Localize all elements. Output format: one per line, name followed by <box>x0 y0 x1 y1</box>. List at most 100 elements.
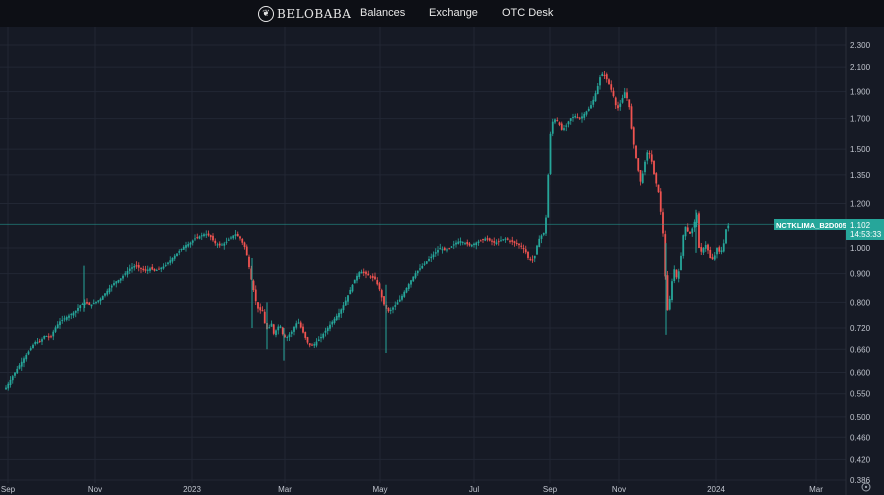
candle-body <box>608 79 610 84</box>
candle-body <box>223 243 226 246</box>
candle-body <box>504 238 507 240</box>
candle-body <box>178 251 181 253</box>
y-tick-label: 0.460 <box>850 433 871 442</box>
candle-body <box>95 301 97 304</box>
brand-name: BELOBABA <box>277 6 352 21</box>
candle-body <box>83 302 86 305</box>
candle-body <box>587 108 590 111</box>
last-price-badge: 1.102 14:53:33 <box>846 219 884 240</box>
candle-body <box>353 279 356 284</box>
candle-body <box>216 244 219 246</box>
candle-body <box>711 257 714 260</box>
candle-body <box>144 269 147 271</box>
candle-body <box>209 235 212 238</box>
candle-body <box>468 243 471 246</box>
candle-body <box>261 310 264 312</box>
candle-body <box>59 321 61 326</box>
candle-body <box>473 243 475 246</box>
candle-body <box>407 284 410 289</box>
candle-body <box>74 310 77 313</box>
candle-body <box>104 293 106 296</box>
candle-body <box>558 122 561 125</box>
candle-body <box>626 92 628 99</box>
candle-body <box>502 239 505 241</box>
candles <box>5 70 730 391</box>
candle-body <box>657 184 660 193</box>
candle-body <box>29 348 32 351</box>
candle-body <box>560 123 563 130</box>
candle-body <box>412 276 415 282</box>
brand-logo[interactable]: ❦ BELOBABA <box>258 3 351 24</box>
candle-body <box>466 242 469 245</box>
candle-body <box>187 244 190 247</box>
candle-body <box>326 327 329 332</box>
candle-body <box>664 234 667 277</box>
price-chart[interactable]: 2.300 2.100 1.900 1.700 1.500 1.350 1.200 1.000… <box>0 27 884 495</box>
candle-body <box>194 238 196 240</box>
candle-body <box>239 236 241 239</box>
candle-body <box>704 244 707 249</box>
nav-balances[interactable]: Balances <box>360 7 406 19</box>
countdown: 14:53:33 <box>850 230 882 239</box>
candle-body <box>185 245 187 248</box>
candle-body <box>450 246 453 248</box>
candle-body <box>628 99 631 108</box>
y-tick-label: 2.300 <box>850 41 871 50</box>
candle-body <box>79 305 82 309</box>
candle-body <box>198 236 201 239</box>
candle-body <box>137 265 140 268</box>
candle-body <box>482 239 484 241</box>
y-tick-label: 1.350 <box>850 171 871 180</box>
candle-body <box>164 264 167 266</box>
y-tick-label: 1.900 <box>850 88 871 97</box>
candle-body <box>5 387 7 390</box>
candle-body <box>306 337 309 343</box>
candle-body <box>126 270 129 275</box>
candle-body <box>86 302 88 304</box>
candle-body <box>565 125 568 127</box>
candle-body <box>578 117 581 119</box>
y-tick-label: 0.500 <box>850 413 871 422</box>
candle-body <box>691 228 694 234</box>
candle-body <box>113 283 115 285</box>
candle-body <box>367 273 370 276</box>
candle-body <box>61 319 64 321</box>
candle-body <box>344 300 347 306</box>
candle-body <box>488 238 491 241</box>
candle-body <box>432 254 435 258</box>
candle-body <box>270 323 273 327</box>
candle-body <box>371 275 374 278</box>
candle-body <box>599 77 601 86</box>
candle-body <box>419 268 421 270</box>
candle-body <box>32 344 34 349</box>
candle-body <box>200 235 203 237</box>
candle-body <box>376 280 379 285</box>
candle-body <box>668 298 671 310</box>
candle-body <box>333 318 336 323</box>
candle-body <box>401 295 403 300</box>
candle-body <box>495 242 498 244</box>
candle-body <box>47 336 50 338</box>
candle-body <box>680 255 682 271</box>
x-tick-label: Mar <box>278 485 292 494</box>
candle-body <box>475 242 478 246</box>
candle-body <box>176 253 178 257</box>
candle-body <box>25 354 28 360</box>
candle-body <box>335 315 338 320</box>
candle-body <box>131 267 133 269</box>
candle-body <box>236 233 239 237</box>
nav-otc-desk[interactable]: OTC Desk <box>502 7 554 19</box>
candle-body <box>671 281 673 301</box>
candle-body <box>329 324 331 329</box>
candle-body <box>212 235 214 241</box>
settings-icon[interactable] <box>861 482 871 492</box>
candle-body <box>324 330 327 333</box>
candle-body <box>533 255 536 259</box>
candle-body <box>268 327 271 329</box>
candle-body <box>140 267 142 269</box>
candle-body <box>716 247 718 255</box>
y-tick-label: 0.900 <box>850 270 871 279</box>
nav-exchange[interactable]: Exchange <box>429 7 478 19</box>
candle-body <box>531 259 534 261</box>
candle-body <box>218 243 221 246</box>
